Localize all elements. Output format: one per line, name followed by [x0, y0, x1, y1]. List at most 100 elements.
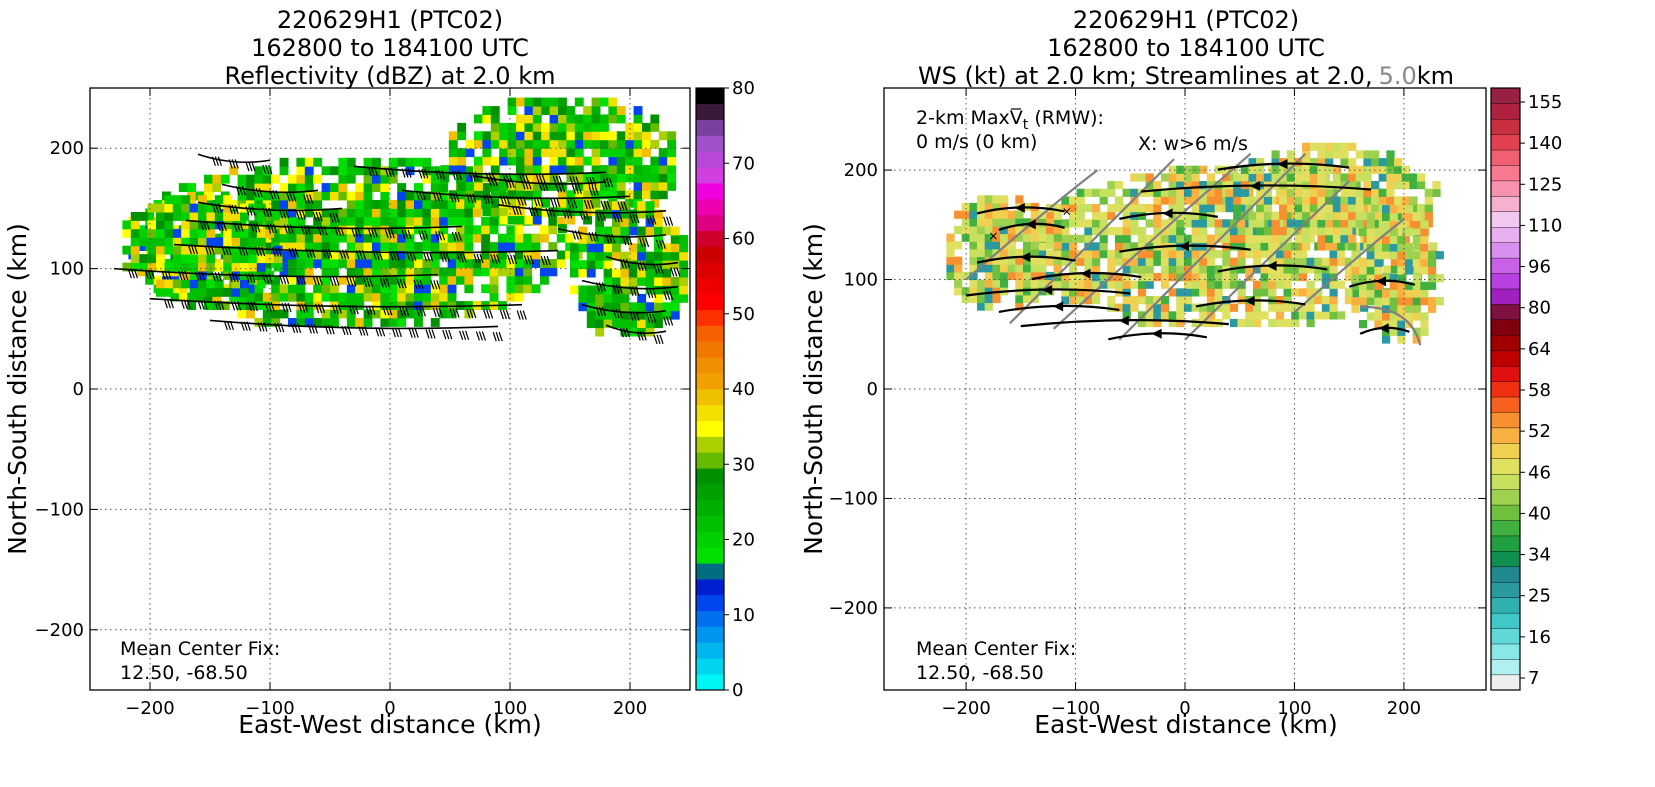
- field-cell: [1191, 204, 1200, 213]
- field-cell: [1286, 165, 1295, 174]
- field-cell: [254, 284, 264, 294]
- colorbar-tick-label: 52: [1528, 421, 1551, 442]
- field-cell: [482, 207, 492, 217]
- field-cell: [330, 233, 339, 243]
- field-cell: [645, 302, 655, 312]
- field-cell: [654, 285, 663, 295]
- field-cell: [499, 207, 509, 217]
- field-cell: [1252, 318, 1262, 328]
- field-cell: [1099, 234, 1108, 243]
- field-cell: [633, 114, 643, 124]
- field-cell: [1325, 150, 1334, 159]
- field-cell: [1168, 211, 1177, 220]
- field-cell: [1233, 173, 1242, 182]
- field-cell: [1122, 188, 1131, 197]
- field-cell: [405, 225, 415, 235]
- field-cell: [1153, 211, 1162, 220]
- field-cell: [984, 248, 993, 258]
- field-cell: [189, 212, 199, 221]
- field-cell: [1382, 312, 1391, 321]
- field-cell: [1317, 181, 1326, 190]
- field-cell: [1214, 204, 1223, 213]
- field-cell: [1245, 265, 1254, 274]
- field-cell: [1325, 204, 1334, 213]
- field-cell: [1233, 196, 1242, 205]
- field-cell: [405, 191, 415, 201]
- colorbar-segment: [696, 293, 724, 311]
- field-cell: [628, 268, 638, 278]
- field-cell: [189, 228, 199, 238]
- field-cell: [481, 284, 491, 294]
- wind-barb-flag: [435, 169, 446, 180]
- field-cell: [456, 267, 465, 277]
- field-cell: [1351, 251, 1360, 260]
- field-cell: [1023, 264, 1032, 273]
- field-cell: [1061, 257, 1070, 266]
- field-cell: [1263, 204, 1272, 213]
- field-cell: [422, 275, 432, 285]
- field-cell: [481, 233, 491, 243]
- field-cell: [457, 165, 467, 174]
- field-cell: [1306, 318, 1315, 328]
- field-cell: [338, 292, 348, 302]
- field-cell: [1348, 196, 1357, 205]
- field-cell: [1359, 320, 1368, 329]
- field-cell: [464, 216, 474, 226]
- field-cell: [172, 212, 182, 221]
- field-cell: [147, 237, 157, 247]
- field-cell: [1298, 303, 1307, 312]
- field-cell: [507, 215, 517, 225]
- field-cell: [654, 319, 663, 329]
- field-cell: [464, 174, 474, 184]
- field-cell: [363, 233, 373, 243]
- field-cell: [1168, 188, 1177, 197]
- field-cell: [1176, 311, 1185, 320]
- field-cell: [456, 216, 465, 226]
- field-cell: [164, 220, 174, 230]
- field-cell: [1183, 211, 1193, 220]
- field-cell: [1286, 219, 1295, 228]
- field-cell: [531, 242, 541, 251]
- field-cell: [164, 262, 174, 272]
- colorbar-segment: [1490, 458, 1521, 475]
- field-cell: [147, 254, 157, 264]
- field-cell: [1245, 242, 1254, 251]
- field-cell: [380, 200, 390, 209]
- field-cell: [1191, 211, 1200, 220]
- field-cell: [642, 148, 651, 158]
- wind-barb-flag: [238, 246, 249, 256]
- field-cell: [1183, 165, 1193, 174]
- field-cell: [650, 198, 660, 208]
- field-cell: [1237, 318, 1246, 328]
- field-cell: [1183, 173, 1193, 182]
- field-cell: [1306, 234, 1315, 243]
- wind-barb-flag: [612, 284, 623, 294]
- field-cell: [1191, 234, 1200, 243]
- field-cell: [304, 242, 314, 251]
- wind-barb-flag: [451, 170, 462, 181]
- wind-barb-flag: [204, 245, 215, 255]
- colorbar-segment: [696, 436, 724, 453]
- field-cell: [490, 131, 500, 141]
- field-cell: [667, 165, 677, 174]
- field-cell: [1199, 196, 1208, 205]
- field-cell: [1199, 165, 1208, 174]
- field-cell: [288, 318, 297, 327]
- field-cell: [1359, 228, 1368, 237]
- field-cell: [645, 201, 655, 211]
- field-cell: [206, 287, 216, 297]
- wind-barb-shaft: [605, 255, 679, 266]
- field-cell: [670, 293, 680, 303]
- field-cell: [1176, 257, 1185, 266]
- field-cell: [1076, 219, 1085, 228]
- field-cell: [1283, 280, 1292, 289]
- field-cell: [271, 174, 281, 184]
- field-cell: [612, 251, 621, 261]
- field-cell: [1153, 234, 1162, 243]
- wind-barb-flag: [612, 309, 623, 319]
- field-cell: [1183, 257, 1193, 266]
- field-cell: [1229, 273, 1239, 282]
- field-cell: [1352, 242, 1361, 251]
- field-cell: [1252, 234, 1262, 243]
- field-cell: [977, 233, 986, 242]
